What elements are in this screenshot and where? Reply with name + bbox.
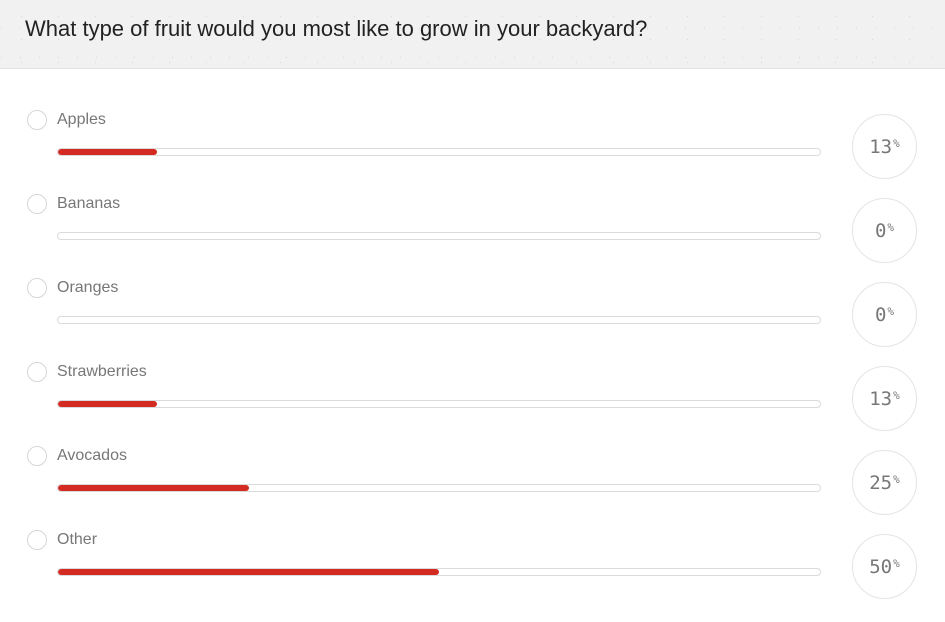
percent-symbol: % bbox=[893, 137, 900, 150]
percent-value: 13 bbox=[869, 135, 893, 158]
poll-option-oranges[interactable]: Oranges 0% bbox=[0, 272, 945, 356]
percent-badge: 13% bbox=[852, 114, 917, 179]
result-bar-fill bbox=[58, 569, 439, 575]
option-label: Other bbox=[57, 531, 98, 548]
percent-value: 25 bbox=[869, 471, 893, 494]
percent-value: 13 bbox=[869, 387, 893, 410]
radio-button[interactable] bbox=[27, 530, 47, 550]
poll-question: What type of fruit would you most like t… bbox=[25, 16, 648, 41]
poll-header: What type of fruit would you most like t… bbox=[0, 0, 945, 69]
poll-option-other[interactable]: Other 50% bbox=[0, 524, 945, 608]
poll-option-apples[interactable]: Apples 13% bbox=[0, 104, 945, 188]
percent-badge: 13% bbox=[852, 366, 917, 431]
radio-button[interactable] bbox=[27, 446, 47, 466]
percent-badge: 50% bbox=[852, 534, 917, 599]
percent-value: 50 bbox=[869, 555, 893, 578]
result-bar-track bbox=[57, 568, 821, 576]
option-label: Avocados bbox=[57, 447, 127, 464]
percent-symbol: % bbox=[887, 305, 895, 318]
option-label: Bananas bbox=[57, 195, 121, 212]
percent-badge: 0% bbox=[852, 282, 917, 347]
result-bar-fill bbox=[58, 401, 158, 407]
radio-button[interactable] bbox=[27, 278, 47, 298]
radio-button[interactable] bbox=[27, 194, 47, 214]
result-bar-track bbox=[57, 148, 821, 156]
result-bar-track bbox=[57, 400, 821, 408]
percent-symbol: % bbox=[893, 557, 900, 570]
poll-options: Apples 13% Bananas 0% Oranges 0% Strawberries 1… bbox=[0, 104, 945, 608]
option-label: Apples bbox=[57, 111, 106, 128]
poll-option-bananas[interactable]: Bananas 0% bbox=[0, 188, 945, 272]
percent-symbol: % bbox=[887, 221, 895, 234]
percent-badge: 25% bbox=[852, 450, 917, 515]
radio-button[interactable] bbox=[27, 362, 47, 382]
result-bar-track bbox=[57, 484, 821, 492]
result-bar-track bbox=[57, 232, 821, 240]
option-label: Strawberries bbox=[57, 363, 147, 380]
percent-symbol: % bbox=[893, 473, 900, 486]
percent-symbol: % bbox=[893, 389, 900, 402]
percent-value: 0 bbox=[874, 219, 887, 242]
result-bar-fill bbox=[58, 485, 249, 491]
option-label: Oranges bbox=[57, 279, 119, 296]
poll-option-avocados[interactable]: Avocados 25% bbox=[0, 440, 945, 524]
result-bar-fill bbox=[58, 149, 158, 155]
result-bar-track bbox=[57, 316, 821, 324]
percent-value: 0 bbox=[874, 303, 887, 326]
radio-button[interactable] bbox=[27, 110, 47, 130]
poll-option-strawberries[interactable]: Strawberries 13% bbox=[0, 356, 945, 440]
percent-badge: 0% bbox=[852, 198, 917, 263]
